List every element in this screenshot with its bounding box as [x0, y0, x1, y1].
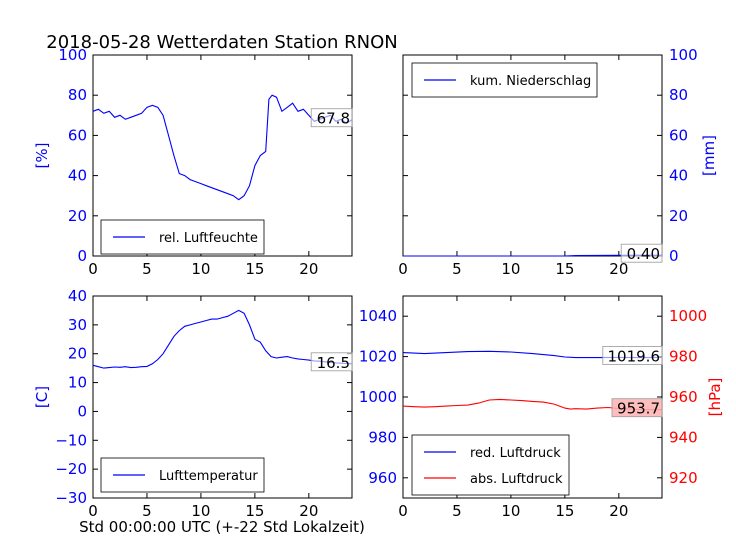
y-axis-label: [hPa] — [706, 378, 724, 417]
legend-label: red. Luftdruck — [470, 446, 561, 461]
y-axis-label: [C] — [33, 386, 51, 408]
x-tick-label: 0 — [88, 502, 98, 520]
y-tick-label: 0 — [77, 247, 87, 265]
y-right-tick-label: 960 — [669, 388, 698, 406]
x-tick-label: 10 — [501, 260, 520, 278]
y-tick-label: 20 — [669, 207, 688, 225]
y-tick-label: 0 — [77, 402, 87, 420]
x-tick-label: 20 — [609, 260, 628, 278]
panel-pressure: 0 5 10 15 20 960 980 1000 1020 1040 920 940 960 980 10… — [359, 295, 724, 520]
legend — [411, 434, 570, 496]
last-value-box — [611, 398, 663, 418]
y-tick-label: 1020 — [359, 348, 397, 366]
panel-temperature: 0 5 10 15 20 −30 −20 −10 0 10 20 30 40 [C] 16.5 Lufttem… — [33, 287, 353, 520]
y-axis-label: [%] — [33, 143, 51, 169]
y-tick-label: 80 — [669, 86, 688, 104]
panel-humidity: 0 5 10 15 20 0 20 40 60 80 100 [%] 67.8 rel. Luftfeuc… — [33, 46, 353, 278]
series-line-rel-luftfeuchte — [92, 94, 353, 201]
x-tick-label: 10 — [191, 502, 210, 520]
x-tick-label: 5 — [142, 260, 152, 278]
y-tick-label: 60 — [669, 126, 688, 144]
last-value-box — [310, 108, 353, 128]
x-tick-label: 20 — [299, 260, 318, 278]
y-axis-label: [mm] — [700, 135, 718, 176]
x-tick-label: 15 — [245, 502, 264, 520]
y-tick-label: 100 — [669, 46, 698, 64]
y-tick-label: 10 — [68, 374, 87, 392]
y-tick-label: 20 — [68, 207, 87, 225]
last-value-box — [310, 352, 353, 372]
y-tick-label: 30 — [68, 316, 87, 334]
last-value-label: 1019.6 — [608, 347, 661, 365]
x-tick-label: 5 — [452, 502, 462, 520]
y-right-tick-label: 920 — [669, 469, 698, 487]
legend-label: abs. Luftdruck — [470, 472, 563, 487]
y-tick-label: −20 — [55, 460, 87, 478]
y-tick-label: 1040 — [359, 307, 397, 325]
x-tick-label: 5 — [452, 260, 462, 278]
last-value-label: 0.40 — [627, 245, 660, 263]
panel-precipitation: 0 5 10 15 20 0 20 40 60 80 100 [mm] 0.40 kum. Nieders… — [398, 46, 718, 278]
legend — [100, 219, 265, 255]
y-tick-label: 40 — [68, 167, 87, 185]
legend-label: rel. Luftfeuchte — [159, 231, 258, 246]
last-value-box — [620, 243, 663, 263]
y-tick-label: −30 — [55, 489, 87, 507]
x-tick-label: 20 — [609, 502, 628, 520]
y-tick-label: −10 — [55, 431, 87, 449]
figure-title: 2018-05-28 Wetterdaten Station RNON — [46, 32, 397, 53]
y-tick-label: 0 — [669, 247, 679, 265]
y-tick-label: 60 — [68, 126, 87, 144]
last-value-box — [602, 346, 663, 365]
y-tick-label: 40 — [68, 287, 87, 305]
x-tick-label: 15 — [555, 260, 574, 278]
series-line-lufttemperatur — [92, 309, 353, 369]
y-right-tick-label: 940 — [669, 428, 698, 446]
x-axis-label: Std 00:00:00 UTC (+-22 Std Lokalzeit) — [79, 518, 365, 536]
y-tick-label: 20 — [68, 345, 87, 363]
x-tick-label: 15 — [245, 260, 264, 278]
x-tick-label: 10 — [191, 260, 210, 278]
legend-label: Lufttemperatur — [159, 469, 258, 484]
y-tick-label: 1000 — [359, 388, 397, 406]
x-tick-label: 0 — [398, 502, 408, 520]
x-tick-label: 0 — [88, 260, 98, 278]
y-tick-label: 960 — [368, 469, 397, 487]
y-tick-label: 80 — [68, 86, 87, 104]
last-value-label: 16.5 — [317, 354, 350, 372]
legend-label: kum. Niederschlag — [470, 74, 591, 89]
plot-frame — [92, 295, 353, 499]
x-tick-label: 5 — [142, 502, 152, 520]
x-tick-label: 10 — [501, 502, 520, 520]
x-tick-label: 0 — [398, 260, 408, 278]
y-tick-label: 100 — [58, 46, 87, 64]
y-tick-label: 980 — [368, 428, 397, 446]
y-right-tick-label: 980 — [669, 348, 698, 366]
y-right-tick-label: 1000 — [669, 307, 707, 325]
x-tick-label: 15 — [555, 502, 574, 520]
last-value-label: 67.8 — [317, 110, 350, 128]
plot-frame — [92, 54, 353, 257]
y-tick-label: 40 — [669, 167, 688, 185]
last-value-label: 953.7 — [617, 400, 660, 418]
x-tick-label: 20 — [299, 502, 318, 520]
